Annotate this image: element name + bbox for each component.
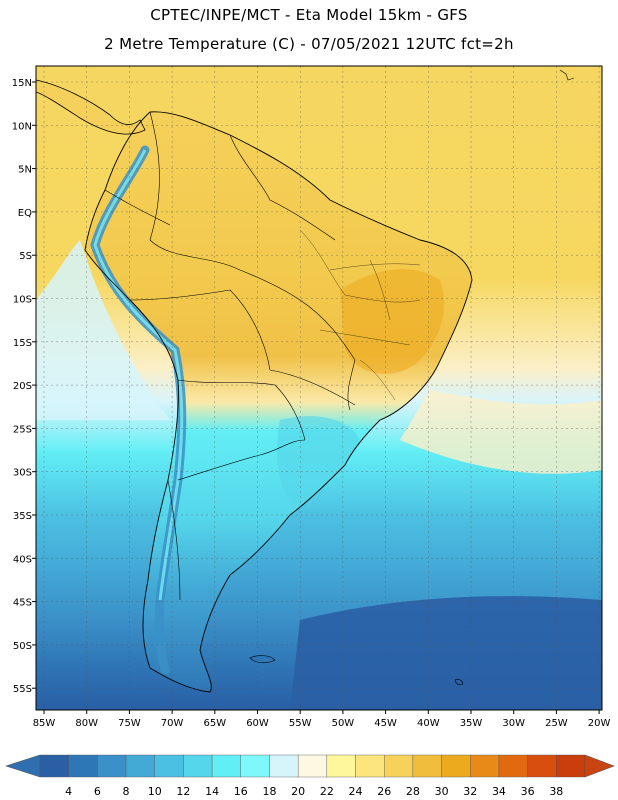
atlantic-warm-band	[400, 390, 602, 474]
colorbar-high-arrow	[584, 754, 615, 778]
lat-label: 30S	[13, 468, 32, 479]
lat-label: 35S	[13, 511, 32, 522]
central-america-land	[36, 79, 146, 135]
colorbar-label: 16	[234, 785, 248, 798]
lat-label: 25S	[13, 424, 32, 435]
lon-label: 55W	[289, 718, 312, 729]
country-borders	[104, 111, 356, 601]
lon-label: 80W	[75, 718, 98, 729]
colorbar-swatch	[384, 754, 414, 778]
colorbar-swatch	[240, 754, 270, 778]
colorbar-label: 22	[320, 785, 334, 798]
south-georgia-island	[454, 678, 464, 686]
colorbar-swatch	[39, 754, 69, 778]
lat-label: 45S	[13, 598, 32, 609]
lat-label: 5S	[19, 251, 32, 262]
lat-label: 10S	[13, 295, 32, 306]
colorbar-label: 26	[377, 785, 391, 798]
pacific-cool-band	[36, 240, 170, 420]
map-plot-area	[36, 66, 602, 710]
coastline	[84, 111, 473, 693]
colorbar-swatch	[183, 754, 213, 778]
andes-ridge-highlight	[93, 149, 184, 601]
colorbar-swatch	[97, 754, 127, 778]
uruguay-cool-area	[276, 416, 360, 510]
colorbar-swatch	[498, 754, 528, 778]
longitude-labels: 85W 80W 75W 70W 65W 60W 55W 50W 45W 40W 35W 30W 25W 2…	[33, 710, 611, 729]
lon-label: 30W	[502, 718, 525, 729]
colorbar-swatch	[68, 754, 98, 778]
lon-label: 50W	[332, 718, 355, 729]
lat-label: 50S	[13, 641, 32, 652]
lon-label: 85W	[33, 718, 56, 729]
colorbar-label: 30	[435, 785, 449, 798]
colorbar-swatch	[154, 754, 184, 778]
colorbar-label: 32	[463, 785, 477, 798]
map-grid	[36, 66, 602, 710]
colorbar: 4 6 8 10 12 14 16 18 20 22 24 26 28 30 32 34 36 38	[5, 754, 615, 798]
colorbar-label: 34	[492, 785, 506, 798]
map-title-line2: 2 Metre Temperature (C) - 07/05/2021 12U…	[104, 35, 514, 53]
caribbean-islands	[559, 69, 575, 81]
colorbar-label: 28	[406, 785, 420, 798]
lon-label: 60W	[246, 718, 269, 729]
colorbar-label: 38	[549, 785, 563, 798]
colorbar-swatch	[412, 754, 442, 778]
colorbar-swatch	[355, 754, 385, 778]
lat-label: 5N	[18, 165, 32, 176]
lon-label: 35W	[460, 718, 483, 729]
lon-label: 75W	[118, 718, 141, 729]
lat-label: 40S	[13, 554, 32, 565]
plot-frame	[35, 65, 603, 711]
northeast-brazil-hot-area	[340, 269, 444, 374]
lon-label: 45W	[374, 718, 397, 729]
lat-label: 15N	[12, 78, 32, 89]
falkland-islands	[249, 655, 276, 664]
lon-label: 65W	[203, 718, 226, 729]
colorbar-label: 14	[205, 785, 219, 798]
colorbar-swatch	[470, 754, 500, 778]
lat-label: 20S	[13, 381, 32, 392]
south-america-land	[85, 111, 472, 692]
lon-label: 25W	[545, 718, 568, 729]
colorbar-swatch	[125, 754, 155, 778]
colorbar-label: 36	[521, 785, 535, 798]
colorbar-label: 8	[123, 785, 130, 798]
colorbar-swatch	[527, 754, 557, 778]
colorbar-label: 4	[65, 785, 72, 798]
latitude-labels: 15N 10N 5N EQ 5S 10S 15S 20S 25S 30S 35S 40S 45S 50S 5…	[12, 78, 36, 695]
colorbar-swatch	[326, 754, 356, 778]
lat-label: 55S	[13, 684, 32, 695]
lon-label: 70W	[161, 718, 184, 729]
colorbar-label: 24	[349, 785, 363, 798]
lon-label: 20W	[588, 718, 611, 729]
map-title-line1: CPTEC/INPE/MCT - Eta Model 15km - GFS	[150, 6, 468, 24]
southern-cold-area	[290, 596, 602, 710]
colorbar-low-arrow	[5, 754, 41, 778]
lat-label: EQ	[18, 208, 32, 219]
state-borders	[299, 229, 421, 401]
lat-label: 10N	[12, 121, 32, 132]
colorbar-swatch	[441, 754, 471, 778]
lon-label: 40W	[417, 718, 440, 729]
colorbar-label: 10	[148, 785, 162, 798]
colorbar-label: 18	[262, 785, 276, 798]
colorbar-swatch	[211, 754, 241, 778]
lat-label: 15S	[13, 338, 32, 349]
colorbar-swatch	[269, 754, 299, 778]
colorbar-swatch	[297, 754, 328, 778]
colorbar-label: 6	[94, 785, 101, 798]
colorbar-label: 20	[291, 785, 305, 798]
colorbar-label: 12	[176, 785, 190, 798]
colorbar-swatch	[556, 754, 586, 778]
